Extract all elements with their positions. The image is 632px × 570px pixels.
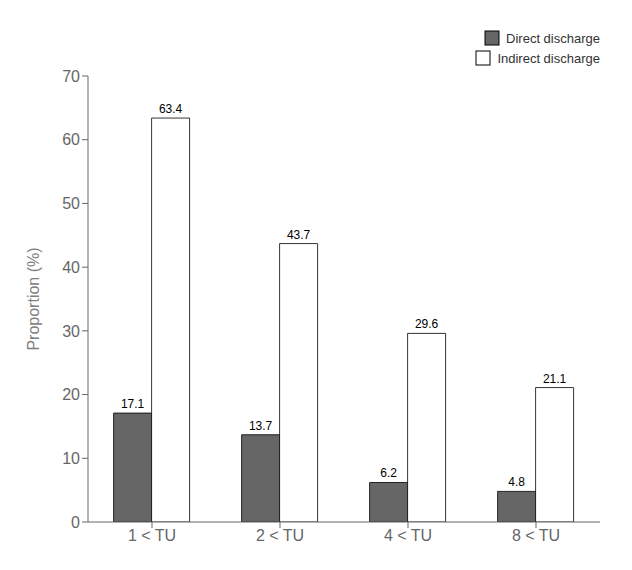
- svg-text:17.1: 17.1: [121, 397, 145, 411]
- svg-text:13.7: 13.7: [249, 419, 273, 433]
- svg-text:4.8: 4.8: [508, 475, 525, 489]
- svg-text:20: 20: [62, 386, 80, 403]
- svg-text:Proportion (%): Proportion (%): [25, 247, 42, 350]
- svg-text:43.7: 43.7: [287, 228, 311, 242]
- svg-text:10: 10: [62, 450, 80, 467]
- svg-text:40: 40: [62, 259, 80, 276]
- svg-text:8 < TU: 8 < TU: [512, 527, 560, 544]
- html-text:Direct discharge: Direct discharge: [506, 30, 600, 46]
- svg-text:0: 0: [71, 514, 80, 531]
- svg-text:63.4: 63.4: [159, 102, 183, 116]
- svg-text:50: 50: [62, 195, 80, 212]
- svg-text:2 < TU: 2 < TU: [256, 527, 304, 544]
- svg-text:4 < TU: 4 < TU: [384, 527, 432, 544]
- svg-text:21.1: 21.1: [543, 372, 567, 386]
- svg-text:6.2: 6.2: [380, 466, 397, 480]
- svg-text:29.6: 29.6: [415, 317, 439, 331]
- html-text:Indirect discharge: Indirect discharge: [497, 50, 600, 66]
- svg-text:1 < TU: 1 < TU: [128, 527, 176, 544]
- svg-text:60: 60: [62, 131, 80, 148]
- svg-text:70: 70: [62, 68, 80, 85]
- svg-text:30: 30: [62, 323, 80, 340]
